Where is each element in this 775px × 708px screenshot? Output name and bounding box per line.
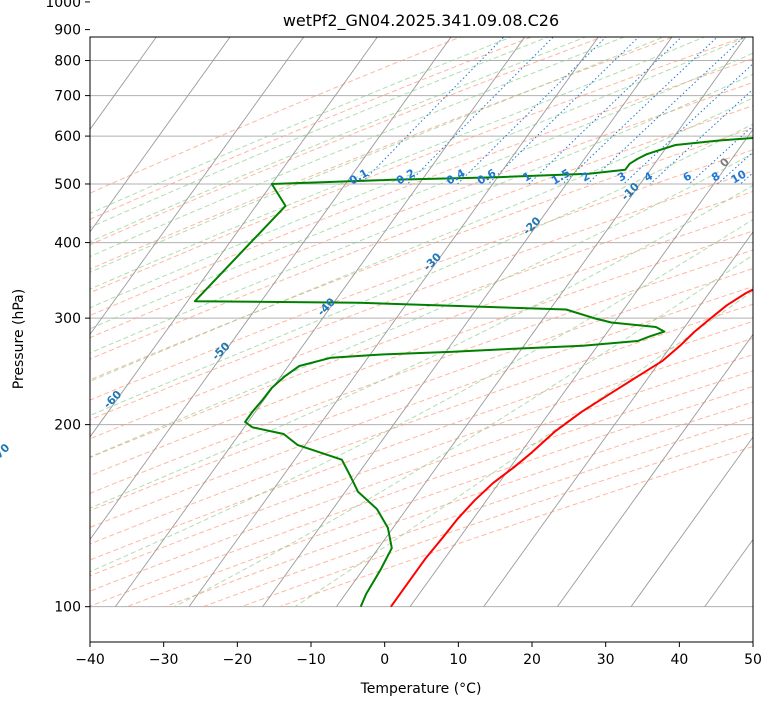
x-tick-label: −30 xyxy=(149,652,179,668)
y-tick-label: 800 xyxy=(54,54,81,70)
dry-adiabat-line xyxy=(90,230,753,477)
x-tick-label: −20 xyxy=(223,652,253,668)
moist-adiabat-line xyxy=(90,52,753,330)
y-tick-label: 1000 xyxy=(45,0,81,11)
mixing-ratio-line xyxy=(562,37,719,185)
isotherm-line xyxy=(90,37,305,336)
isotherm-line xyxy=(90,37,452,541)
isotherm-line xyxy=(483,231,753,607)
y-axis-ticks: 100 200 300 400 500 600 700 800 900 1000 xyxy=(45,0,90,616)
mixing-ratio-line xyxy=(587,37,745,185)
y-tick-label: 400 xyxy=(54,236,81,252)
moist-adiabat-line xyxy=(294,290,753,608)
plot-frame xyxy=(89,36,754,643)
x-tick-label: 0 xyxy=(380,652,389,668)
isotherm-line xyxy=(630,436,753,607)
x-tick-label: 30 xyxy=(597,652,615,668)
isotherm-line xyxy=(409,128,753,607)
moist-adiabat-line xyxy=(90,37,665,273)
moist-adiabat-line xyxy=(90,152,753,458)
y-axis-title: Pressure (hPa) xyxy=(11,289,27,389)
dry-adiabat-line xyxy=(90,286,753,528)
x-axis-title: Temperature (°C) xyxy=(360,681,482,697)
y-tick-label: 500 xyxy=(54,177,81,193)
x-tick-label: −10 xyxy=(296,652,326,668)
dry-adiabat-line xyxy=(90,58,753,317)
isotherm-line xyxy=(115,37,526,607)
dry-adiabat-line xyxy=(90,37,604,246)
isotherm-line xyxy=(90,37,378,438)
x-tick-label: 10 xyxy=(449,652,467,668)
profiles xyxy=(193,137,753,608)
isotherms xyxy=(90,37,753,607)
dry-adiabat-line xyxy=(90,303,753,545)
x-tick-label: 20 xyxy=(523,652,541,668)
moist-adiabat-line xyxy=(90,37,706,290)
isotherm-line xyxy=(188,37,599,607)
y-tick-label: 200 xyxy=(54,418,81,434)
x-axis-ticks: −40 −30 −20 −10 0 10 20 30 40 50 xyxy=(75,642,762,668)
mixing-ratio-line xyxy=(487,37,640,185)
dry-adiabat-line xyxy=(90,267,753,512)
dewpoint-profile xyxy=(193,137,753,608)
isotherm-line xyxy=(90,37,157,131)
dry-adiabat-line xyxy=(90,37,462,194)
pressure-gridlines xyxy=(90,60,753,608)
y-tick-label: 600 xyxy=(54,129,81,145)
y-tick-label: 700 xyxy=(54,89,81,105)
dry-adiabat-line xyxy=(90,149,753,401)
isotherm-line xyxy=(557,333,753,607)
isotherm-line xyxy=(90,37,231,233)
isotherm-line xyxy=(336,37,747,607)
dry-adiabat-line xyxy=(90,37,675,270)
temperature-profile xyxy=(390,288,753,608)
x-tick-label: −40 xyxy=(75,652,105,668)
dry-adiabat-line xyxy=(90,105,753,360)
dry-adiabat-line xyxy=(90,170,753,421)
y-tick-label: 900 xyxy=(54,23,81,39)
chart-title: wetPf2_GN04.2025.341.09.08.C26 xyxy=(283,11,559,31)
x-tick-label: 50 xyxy=(744,652,762,668)
y-tick-label: 100 xyxy=(54,600,81,616)
dry-adiabat-line xyxy=(90,249,753,494)
y-tick-label: 300 xyxy=(54,311,81,327)
isotherm-line xyxy=(262,37,673,607)
dry-adiabat-line xyxy=(90,127,753,381)
x-tick-label: 40 xyxy=(670,652,688,668)
moist-adiabat-line xyxy=(90,123,753,417)
moist-adiabat-line xyxy=(90,37,587,243)
moist-adiabat-line xyxy=(90,37,748,309)
